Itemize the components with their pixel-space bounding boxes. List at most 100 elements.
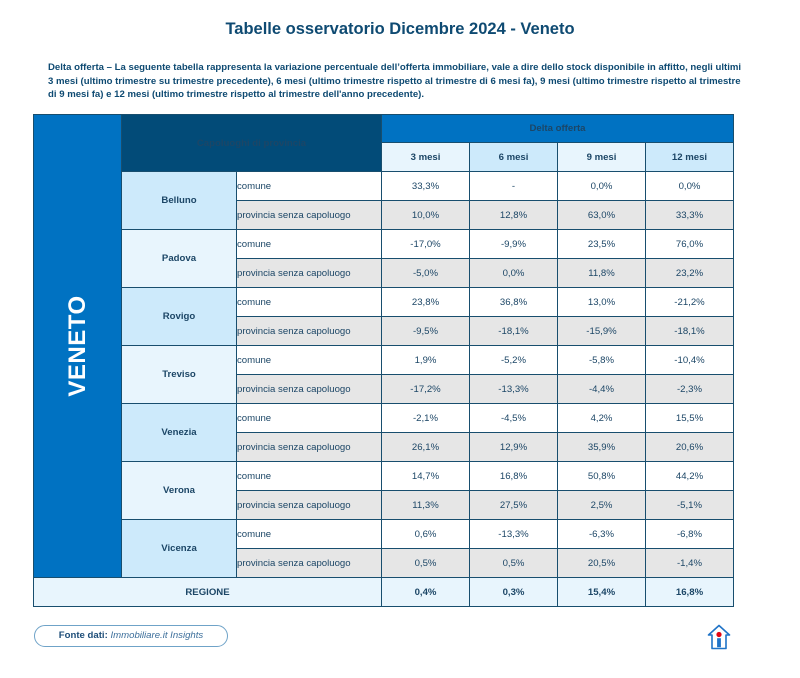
city-cell: Treviso xyxy=(121,345,237,404)
value-cell-3m: -2,1% xyxy=(381,403,470,433)
value-cell-6m: 36,8% xyxy=(469,287,558,317)
value-cell-9m: 35,9% xyxy=(557,432,646,462)
value-cell-6m: - xyxy=(469,171,558,201)
capoluoghi-header: Capoluoghi di provincia xyxy=(121,114,382,172)
source-value: Immobiliare.it Insights xyxy=(110,630,204,641)
table-row-comune: Venezia comune -2,1% -4,5% 4,2% 15,5% xyxy=(34,403,734,462)
page-title: Tabelle osservatorio Dicembre 2024 - Ven… xyxy=(225,20,575,38)
value-cell-6m: 0,5% xyxy=(469,548,558,578)
row-type-label: comune xyxy=(236,287,382,317)
period-header-6m: 6 mesi xyxy=(469,142,558,172)
value-cell-9m: 50,8% xyxy=(557,461,646,491)
table-row-comune: Vicenza comune 0,6% -13,3% -6,3% -6,8% xyxy=(34,519,734,578)
value-cell-12m: -2,3% xyxy=(645,374,734,404)
city-cell: Venezia xyxy=(121,403,237,462)
value-cell-6m: -9,9% xyxy=(469,229,558,259)
region-label: VENETO xyxy=(63,295,91,397)
value-cell-12m: -10,4% xyxy=(645,345,734,375)
table-row-comune: Belluno comune 33,3% -0,0% 0,0% xyxy=(34,171,734,230)
table-row-provincia: provincia senza capoluogo 26,1% 12,9% 35,9%… xyxy=(34,432,734,462)
value-cell-9m: 63,0% xyxy=(557,200,646,230)
value-cell-9m: -4,4% xyxy=(557,374,646,404)
value-cell-9m: 11,8% xyxy=(557,258,646,288)
table-row-comune: Padova comune -17,0% -9,9% 23,5% 76,0% xyxy=(34,229,734,288)
row-type-label: provincia senza capoluogo xyxy=(236,374,382,404)
value-cell-12m: 15,5% xyxy=(645,403,734,433)
value-cell-12m: 23,2% xyxy=(645,258,734,288)
value-cell-9m: -15,9% xyxy=(557,316,646,346)
row-type-label: provincia senza capoluogo xyxy=(236,490,382,520)
value-cell-6m: 16,8% xyxy=(469,461,558,491)
value-cell-9m: -6,3% xyxy=(557,519,646,549)
value-cell-12m: 44,2% xyxy=(645,461,734,491)
table-row-comune: Verona comune 14,7% 16,8% 50,8% 44,2% xyxy=(34,461,734,520)
regione-value-12m: 16,8% xyxy=(645,577,734,607)
city-cell: Verona xyxy=(121,461,237,520)
row-type-label: provincia senza capoluogo xyxy=(236,258,382,288)
row-type-label: provincia senza capoluogo xyxy=(236,548,382,578)
value-cell-3m: 0,6% xyxy=(381,519,470,549)
value-cell-12m: 20,6% xyxy=(645,432,734,462)
value-cell-3m: 11,3% xyxy=(381,490,470,520)
value-cell-9m: 2,5% xyxy=(557,490,646,520)
period-header-3m: 3 mesi xyxy=(381,142,470,172)
table-row-provincia: provincia senza capoluogo -5,0% 0,0% 11,8% 2… xyxy=(34,258,734,288)
city-cell: Vicenza xyxy=(121,519,237,578)
city-cell: Rovigo xyxy=(121,287,237,346)
value-cell-9m: 20,5% xyxy=(557,548,646,578)
row-type-label: comune xyxy=(236,461,382,491)
row-type-label: comune xyxy=(236,171,382,201)
value-cell-6m: -4,5% xyxy=(469,403,558,433)
table-row-provincia: provincia senza capoluogo 0,5% 0,5% 20,5% -1… xyxy=(34,548,734,578)
value-cell-3m: 0,5% xyxy=(381,548,470,578)
value-cell-12m: -18,1% xyxy=(645,316,734,346)
value-cell-9m: -5,8% xyxy=(557,345,646,375)
value-cell-3m: -17,2% xyxy=(381,374,470,404)
value-cell-12m: 0,0% xyxy=(645,171,734,201)
row-type-label: comune xyxy=(236,403,382,433)
value-cell-3m: -9,5% xyxy=(381,316,470,346)
value-cell-12m: -1,4% xyxy=(645,548,734,578)
delta-offerta-header: Delta offerta xyxy=(381,114,734,143)
table-row-provincia: provincia senza capoluogo -17,2% -13,3% -4,… xyxy=(34,374,734,404)
value-cell-9m: 23,5% xyxy=(557,229,646,259)
value-cell-12m: 76,0% xyxy=(645,229,734,259)
region-column: VENETO xyxy=(33,114,122,578)
description-text: Delta offerta – La seguente tabella rapp… xyxy=(48,62,742,100)
row-type-label: comune xyxy=(236,345,382,375)
value-cell-3m: -5,0% xyxy=(381,258,470,288)
row-type-label: provincia senza capoluogo xyxy=(236,432,382,462)
value-cell-9m: 4,2% xyxy=(557,403,646,433)
regione-value-3m: 0,4% xyxy=(381,577,470,607)
row-type-label: comune xyxy=(236,519,382,549)
value-cell-6m: 12,8% xyxy=(469,200,558,230)
value-cell-3m: 14,7% xyxy=(381,461,470,491)
value-cell-6m: -5,2% xyxy=(469,345,558,375)
table-row-provincia: provincia senza capoluogo 10,0% 12,8% 63,0%… xyxy=(34,200,734,230)
value-cell-6m: -13,3% xyxy=(469,519,558,549)
row-type-label: comune xyxy=(236,229,382,259)
source-label: Fonte dati: xyxy=(58,630,108,641)
value-cell-9m: 13,0% xyxy=(557,287,646,317)
value-cell-3m: 33,3% xyxy=(381,171,470,201)
period-header-9m: 9 mesi xyxy=(557,142,646,172)
row-type-label: provincia senza capoluogo xyxy=(236,200,382,230)
value-cell-6m: -18,1% xyxy=(469,316,558,346)
city-cell: Padova xyxy=(121,229,237,288)
table-row-provincia: provincia senza capoluogo 11,3% 27,5% 2,5% -… xyxy=(34,490,734,520)
regione-label: REGIONE xyxy=(33,577,382,607)
value-cell-6m: -13,3% xyxy=(469,374,558,404)
city-cell: Belluno xyxy=(121,171,237,230)
immobiliare-house-logo-icon xyxy=(707,624,731,650)
value-cell-12m: 33,3% xyxy=(645,200,734,230)
value-cell-9m: 0,0% xyxy=(557,171,646,201)
value-cell-3m: 10,0% xyxy=(381,200,470,230)
value-cell-3m: -17,0% xyxy=(381,229,470,259)
value-cell-12m: -5,1% xyxy=(645,490,734,520)
row-type-label: provincia senza capoluogo xyxy=(236,316,382,346)
regione-value-9m: 15,4% xyxy=(557,577,646,607)
table-row-regione: REGIONE 0,4% 0,3% 15,4% 16,8% xyxy=(33,577,734,607)
period-header-12m: 12 mesi xyxy=(645,142,734,172)
value-cell-3m: 23,8% xyxy=(381,287,470,317)
source-badge: Fonte dati: Immobiliare.it Insights xyxy=(34,625,228,647)
